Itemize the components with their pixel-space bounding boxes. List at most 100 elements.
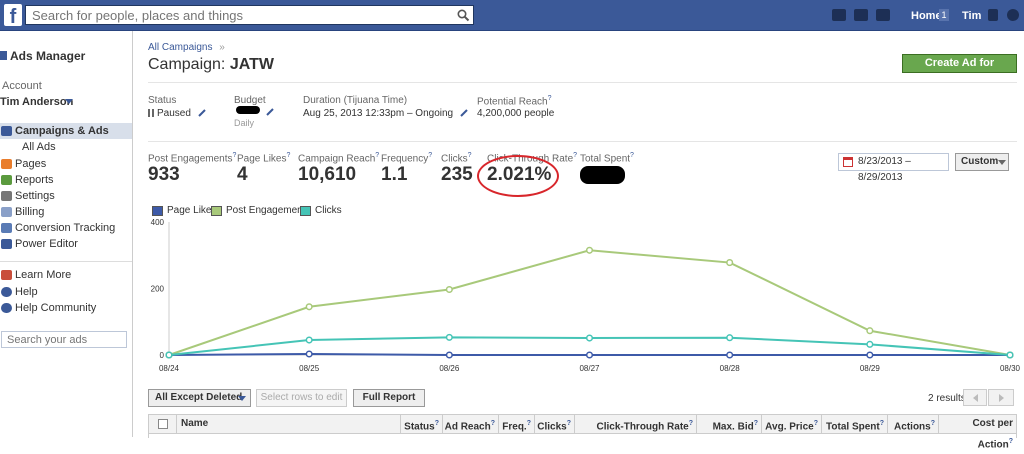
column-header-frequency[interactable]: Freq.? <box>498 415 534 433</box>
ads-table-header: Name Status? Ad Reach? Freq.? Clicks? Cl… <box>148 414 1017 450</box>
sidebar-item-reports[interactable]: Reports <box>0 172 132 188</box>
privacy-lock-icon[interactable] <box>988 9 998 21</box>
column-header-actions[interactable]: Actions? <box>887 415 938 433</box>
potential-reach-label: Potential Reach? <box>477 95 552 107</box>
column-header-max-bid[interactable]: Max. Bid? <box>696 415 761 433</box>
stat-label-text: Clicks <box>441 153 468 165</box>
sidebar-item-label: Power Editor <box>15 238 78 250</box>
page-title: Campaign: JATW <box>148 56 274 74</box>
pager-previous-button[interactable] <box>963 389 987 406</box>
help-question-icon[interactable]: ? <box>630 152 634 159</box>
select-rows-button[interactable]: Select rows to edit <box>256 389 347 407</box>
select-all-checkbox[interactable] <box>158 419 168 429</box>
stat-value-clicks: 235 <box>441 164 473 185</box>
column-header-clicks[interactable]: Clicks? <box>534 415 574 433</box>
sidebar-account-heading: Account <box>2 80 42 92</box>
user-profile-link[interactable]: Tim <box>962 10 982 22</box>
sidebar-app-title[interactable]: Ads Manager <box>10 49 86 63</box>
sidebar-item-label: Conversion Tracking <box>15 222 116 234</box>
column-header-ctr[interactable]: Click-Through Rate? <box>574 415 696 433</box>
sidebar-item-pages[interactable]: Pages <box>0 156 132 172</box>
community-icon <box>1 303 12 313</box>
column-header-cost-per-action[interactable]: Cost per Action? <box>938 415 1016 450</box>
help-question-icon[interactable]: ? <box>813 420 818 427</box>
edit-pencil-icon[interactable] <box>197 109 206 117</box>
ad-filter-dropdown[interactable]: All Except Deleted <box>148 389 251 407</box>
pager-next-button[interactable] <box>988 389 1014 406</box>
legend-label: Post Engagements <box>226 205 311 216</box>
breadcrumb-link-all-campaigns[interactable]: All Campaigns <box>148 42 213 53</box>
sidebar-item-label: Help <box>15 286 38 298</box>
x-tick-label: 08/30 <box>1000 364 1021 373</box>
column-header-ad-reach[interactable]: Ad Reach? <box>442 415 498 433</box>
sidebar-item-billing[interactable]: Billing <box>0 204 132 220</box>
sidebar-item-all-ads[interactable]: All Ads <box>0 139 132 155</box>
facebook-logo[interactable]: f <box>4 4 22 26</box>
help-question-icon[interactable]: ? <box>428 152 433 159</box>
help-question-icon[interactable]: ? <box>547 95 552 102</box>
sidebar-item-label: Pages <box>15 158 47 170</box>
chevron-right-icon <box>999 394 1004 402</box>
search-ads-input[interactable] <box>1 331 127 348</box>
help-question-icon[interactable]: ? <box>879 420 884 427</box>
help-question-icon[interactable]: ? <box>753 420 758 427</box>
help-question-icon[interactable]: ? <box>467 152 472 159</box>
stat-label-text: Page Likes <box>237 153 287 165</box>
megaphone-icon <box>1 270 12 280</box>
data-point-post-engagements <box>445 285 453 294</box>
help-question-icon[interactable]: ? <box>688 420 693 427</box>
notifications-icon[interactable] <box>876 9 890 21</box>
column-header-label: Status <box>404 421 435 433</box>
help-question-icon[interactable]: ? <box>526 420 531 427</box>
section-divider <box>148 141 1017 142</box>
stat-value-frequency: 1.1 <box>381 164 408 185</box>
help-question-icon[interactable]: ? <box>1008 438 1013 445</box>
full-report-button[interactable]: Full Report <box>353 389 425 407</box>
help-question-icon[interactable]: ? <box>232 152 237 159</box>
sidebar-item-help[interactable]: Help <box>0 284 132 300</box>
chevron-down-icon <box>238 396 246 401</box>
home-link[interactable]: Home <box>911 10 942 22</box>
sidebar-item-help-community[interactable]: Help Community <box>0 300 132 316</box>
column-header-status[interactable]: Status? <box>400 415 442 433</box>
billing-icon <box>1 207 12 217</box>
search-icon[interactable] <box>457 9 470 22</box>
sidebar-item-settings[interactable]: Settings <box>0 188 132 204</box>
global-search-input[interactable] <box>25 5 474 25</box>
stat-value-campaign-reach: 10,610 <box>298 164 357 185</box>
sidebar-item-learn-more[interactable]: Learn More <box>0 267 132 283</box>
help-question-icon[interactable]: ? <box>566 420 571 427</box>
messages-icon[interactable] <box>854 9 868 21</box>
sidebar-item-conversion-tracking[interactable]: Conversion Tracking <box>0 220 132 236</box>
friend-requests-icon[interactable] <box>832 9 846 21</box>
column-header-avg-price[interactable]: Avg. Price? <box>761 415 821 433</box>
create-ad-button[interactable]: Create Ad for Campaign <box>902 54 1017 86</box>
chevron-down-icon[interactable] <box>65 99 73 104</box>
date-range-picker[interactable]: 8/23/2013 – 8/29/2013 <box>838 153 949 183</box>
sidebar-item-power-editor[interactable]: Power Editor <box>0 236 132 252</box>
stat-label-frequency: Frequency? <box>381 152 432 164</box>
column-header-label: Max. Bid <box>712 421 754 433</box>
help-question-icon[interactable]: ? <box>573 152 578 159</box>
help-question-icon[interactable]: ? <box>434 420 439 427</box>
column-header-label: Avg. Price <box>765 421 814 433</box>
column-header-total-spent[interactable]: Total Spent? <box>821 415 887 433</box>
column-header-name[interactable]: Name <box>176 415 400 433</box>
settings-icon <box>1 191 12 201</box>
table-row[interactable] <box>148 434 1017 438</box>
x-tick-label: 08/28 <box>720 364 741 373</box>
legend-label: Page Likes <box>167 205 217 216</box>
help-question-icon[interactable]: ? <box>286 152 291 159</box>
help-question-icon[interactable]: ? <box>490 420 495 427</box>
date-range-dropdown[interactable]: Custom <box>955 153 1009 171</box>
edit-pencil-icon[interactable] <box>460 109 468 117</box>
x-tick-label: 08/24 <box>159 364 180 373</box>
data-point-page-likes <box>866 351 874 359</box>
help-question-icon[interactable]: ? <box>375 152 380 159</box>
edit-pencil-icon[interactable] <box>266 108 274 116</box>
settings-gear-icon[interactable] <box>1007 9 1019 21</box>
stat-label-clicks: Clicks? <box>441 152 472 164</box>
sidebar-account-name[interactable]: Tim Anderson <box>0 96 74 108</box>
help-question-icon[interactable]: ? <box>930 420 935 427</box>
sidebar-item-campaigns[interactable]: Campaigns & Ads <box>0 123 132 139</box>
